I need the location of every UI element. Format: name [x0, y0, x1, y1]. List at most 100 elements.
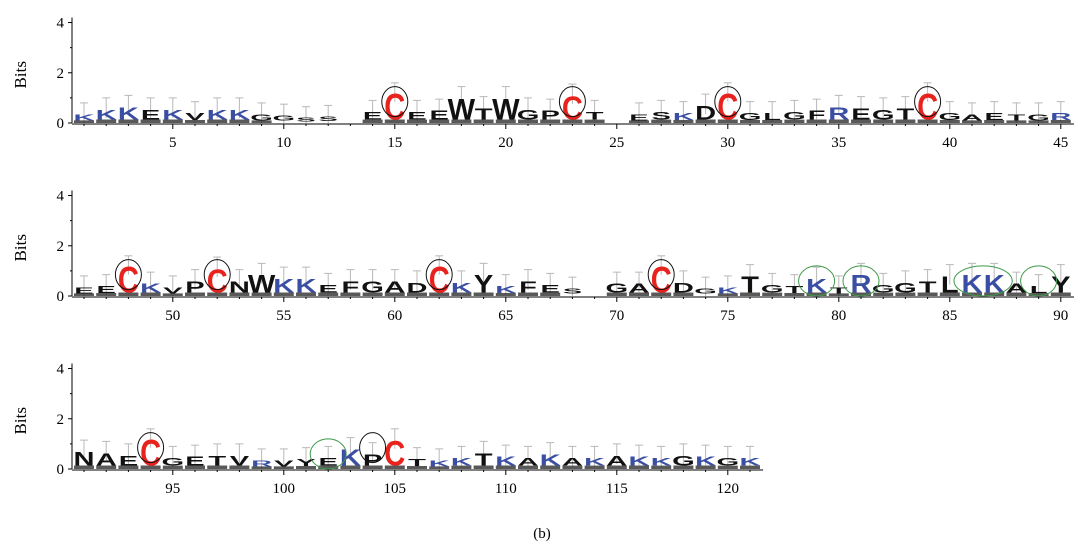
logo-letter-E: E	[851, 105, 870, 123]
logo-letter-T: T	[475, 105, 494, 123]
logo-letter-T: T	[475, 450, 493, 470]
logo-minor-residues	[518, 119, 538, 123]
logo-minor-residues	[984, 292, 1005, 296]
logo-minor-residues	[717, 119, 738, 123]
x-tick-label: 95	[165, 481, 180, 497]
logo-letter-G: G	[161, 456, 184, 468]
logo-minor-residues	[362, 465, 383, 469]
logo-minor-residues	[540, 119, 561, 123]
logo-minor-residues	[251, 466, 272, 469]
x-tick-label: 50	[165, 308, 180, 324]
logo-minor-residues	[207, 292, 228, 296]
logo-minor-residues	[185, 465, 205, 469]
logo-minor-residues	[939, 119, 960, 123]
logo-letter-S: S	[563, 288, 582, 296]
logo-minor-residues	[429, 119, 450, 123]
logo-minor-residues	[340, 465, 361, 469]
logo-minor-residues	[562, 119, 583, 123]
cysteine-highlight-circle	[137, 432, 165, 464]
logo-minor-residues	[162, 119, 183, 123]
logo-letter-G: G	[872, 106, 895, 122]
logo-letter-K: K	[984, 271, 1006, 298]
logo-letter-F: F	[342, 278, 360, 296]
logo-minor-residues	[185, 292, 205, 296]
logo-letter-A: A	[628, 281, 649, 295]
logo-minor-residues	[584, 465, 605, 469]
logo-letter-C: C	[207, 263, 228, 300]
logo-letter-Y: Y	[1051, 272, 1071, 298]
logo-minor-residues	[251, 292, 272, 296]
logo-minor-residues	[162, 293, 183, 296]
logo-letter-G: G	[250, 113, 273, 123]
logo-letter-E: E	[429, 108, 448, 122]
logo-minor-residues	[118, 119, 139, 123]
logo-minor-residues	[651, 119, 672, 123]
logo-letter-S: S	[318, 116, 337, 123]
y-tick-label: 2	[57, 239, 65, 255]
logo-minor-residues	[407, 119, 427, 123]
logo-letter-C: C	[562, 90, 583, 127]
logo-minor-residues	[1028, 292, 1049, 296]
logo-letter-G: G	[894, 279, 917, 295]
logo-letter-G: G	[694, 288, 717, 296]
logo-letter-S: S	[651, 110, 670, 122]
logo-minor-residues	[318, 465, 339, 469]
logo-letter-T: T	[786, 284, 804, 295]
logo-letter-R: R	[1050, 111, 1071, 122]
logo-minor-residues	[296, 465, 316, 469]
logo-minor-residues	[629, 120, 649, 123]
y-tick-label: 2	[57, 66, 65, 82]
logo-letter-T: T	[919, 278, 938, 296]
logo-letter-W: W	[448, 93, 476, 126]
logo-letter-K: K	[673, 111, 694, 122]
logo-minor-residues	[384, 119, 405, 123]
logo-letter-N: N	[229, 278, 250, 296]
logo-letter-K: K	[162, 106, 184, 122]
logo-letter-C: C	[384, 87, 405, 128]
logo-letter-C: C	[118, 260, 139, 301]
x-tick-label: 90	[1053, 308, 1068, 324]
logo-minor-residues	[962, 292, 982, 296]
logo-minor-residues	[629, 292, 649, 296]
logo-letter-F: F	[519, 278, 537, 296]
x-tick-label: 15	[387, 135, 402, 151]
logo-minor-residues	[495, 119, 516, 123]
logo-minor-residues	[296, 292, 316, 296]
logo-minor-residues	[340, 292, 361, 296]
logo-letter-K: K	[451, 456, 472, 468]
logo-minor-residues	[717, 293, 738, 296]
logo-letter-G: G	[272, 115, 295, 123]
basic-residue-highlight-circle	[309, 438, 347, 470]
logo-minor-residues	[1006, 120, 1027, 123]
logo-minor-residues	[1050, 292, 1071, 296]
logo-letter-L: L	[1030, 284, 1048, 295]
logo-letter-K: K	[651, 456, 672, 468]
x-tick-label: 45	[1053, 135, 1068, 151]
logo-letter-A: A	[96, 450, 117, 470]
logo-letter-K: K	[118, 104, 140, 124]
x-tick-label: 20	[498, 135, 513, 151]
logo-letter-T: T	[897, 105, 916, 123]
logo-minor-residues	[451, 465, 472, 469]
logo-letter-C: C	[717, 87, 738, 128]
logo-letter-A: A	[961, 113, 982, 123]
logo-minor-residues	[229, 465, 250, 469]
logo-minor-residues	[495, 465, 516, 469]
y-tick-label: 0	[57, 462, 65, 478]
x-tick-label: 40	[942, 135, 957, 151]
logo-letter-K: K	[340, 445, 361, 471]
logo-minor-residues	[451, 119, 472, 123]
logo-minor-residues	[984, 119, 1005, 123]
logo-letter-K: K	[695, 454, 716, 468]
cysteine-highlight-circle	[359, 432, 387, 464]
logo-letter-E: E	[141, 106, 160, 122]
logo-letter-V: V	[185, 111, 205, 122]
logo-minor-residues	[695, 465, 716, 469]
logo-letter-V: V	[163, 286, 183, 296]
x-tick-label: 55	[276, 308, 291, 324]
cysteine-highlight-circle	[914, 86, 942, 118]
logo-letter-R: R	[251, 459, 273, 469]
x-tick-label: 115	[606, 481, 628, 497]
